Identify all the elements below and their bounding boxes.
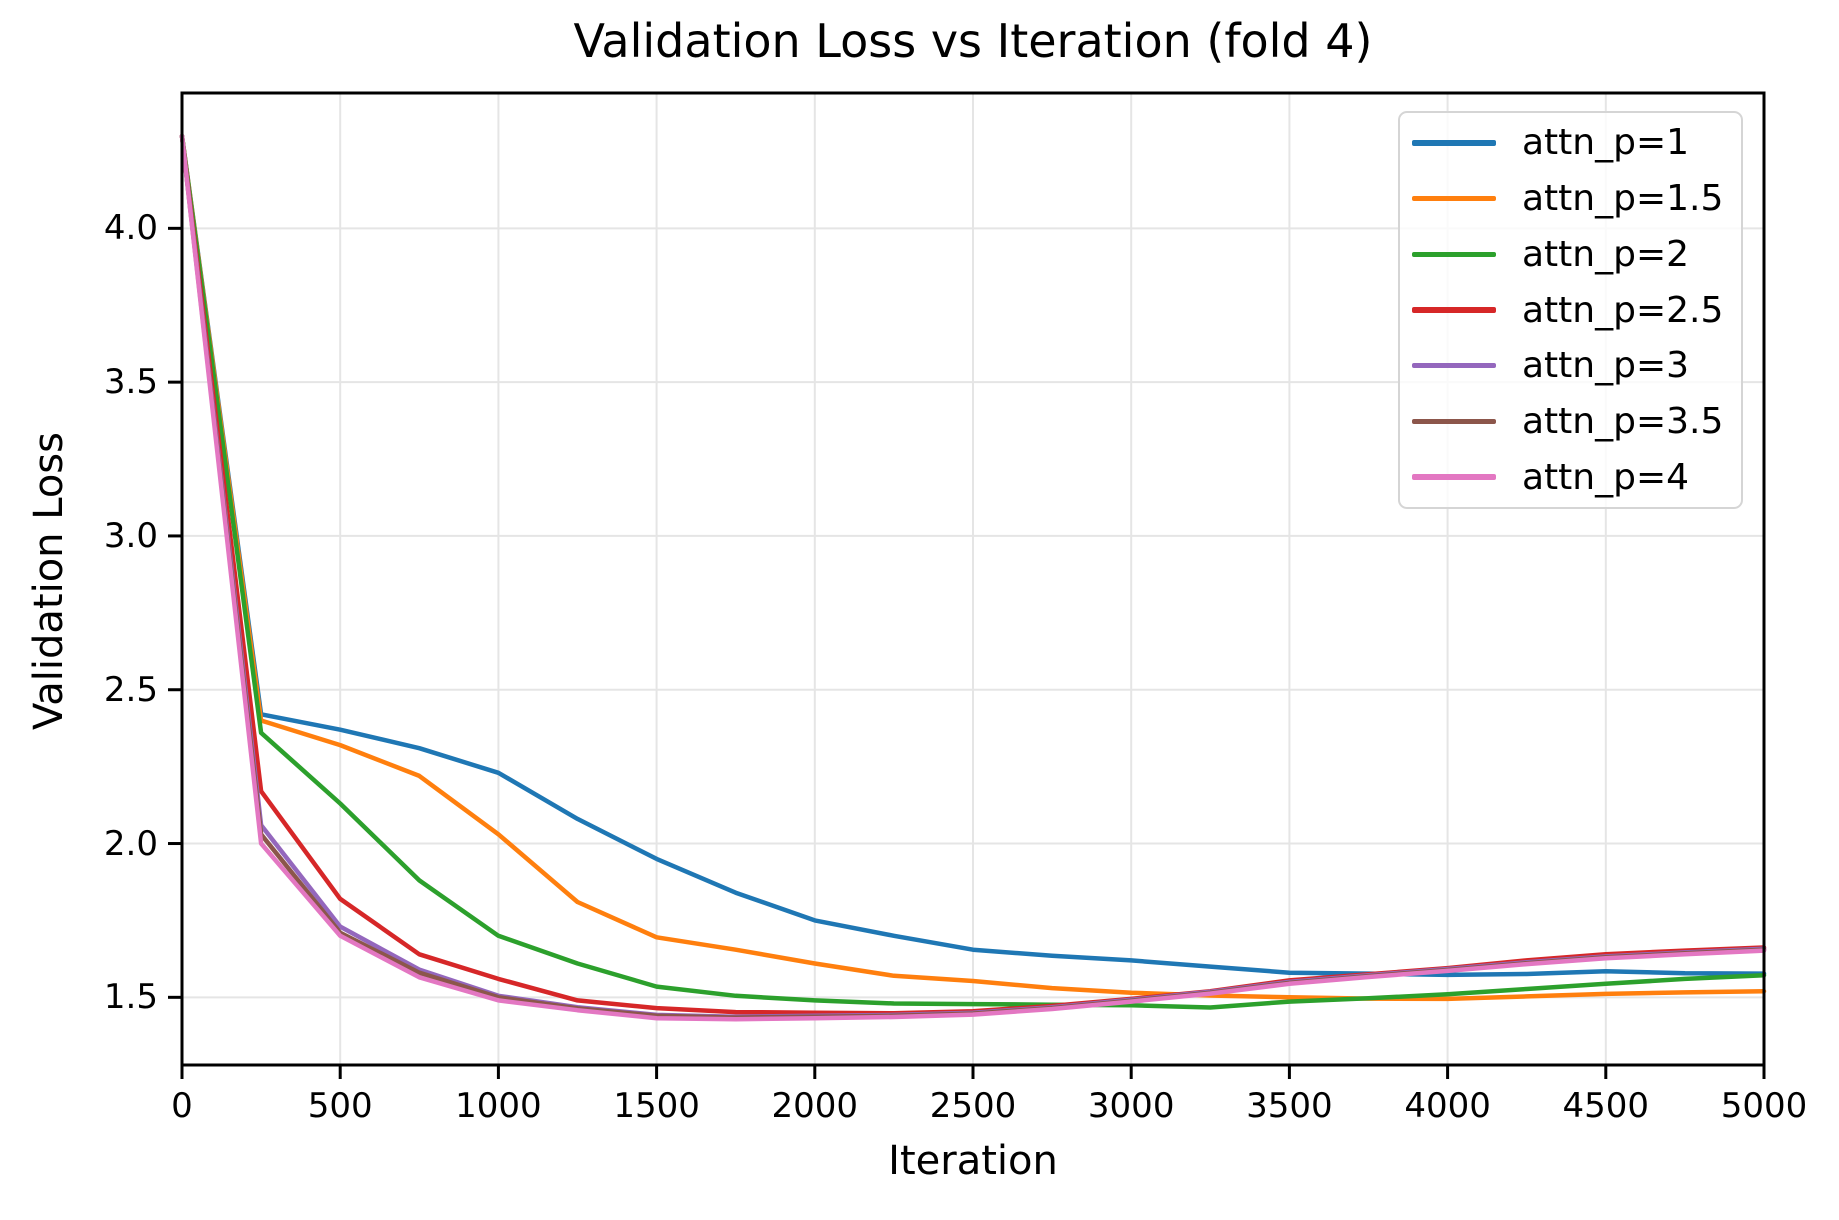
series-line-attn_p=2 <box>179 133 1767 1010</box>
y-tick-label: 3.5 <box>103 362 158 403</box>
legend-entry-attn_p=2: attn_p=2 <box>1400 226 1741 282</box>
legend-entry-attn_p=1.5: attn_p=1.5 <box>1400 171 1741 227</box>
legend-swatch-attn_p=2.5 <box>1412 307 1496 313</box>
legend-entry-attn_p=3.5: attn_p=3.5 <box>1400 394 1741 450</box>
legend-entry-attn_p=3: attn_p=3 <box>1400 338 1741 394</box>
x-tick-label: 500 <box>307 1086 373 1126</box>
legend-label: attn_p=4 <box>1522 456 1690 498</box>
x-tick-label: 2500 <box>929 1086 1017 1126</box>
legend-swatch-attn_p=4 <box>1412 474 1496 480</box>
x-tick-label: 5000 <box>1720 1086 1808 1126</box>
x-axis-label: Iteration <box>888 1138 1058 1184</box>
y-tick-label: 1.5 <box>103 977 158 1018</box>
legend-label: attn_p=2 <box>1522 233 1690 275</box>
series-line-attn_p=4 <box>179 133 1767 1022</box>
x-tick-label: 4000 <box>1404 1086 1491 1126</box>
x-tick-label: 3000 <box>1087 1086 1175 1126</box>
x-tick-label: 4500 <box>1562 1086 1650 1126</box>
legend-label: attn_p=1.5 <box>1522 178 1724 220</box>
legend-swatch-attn_p=1.5 <box>1412 195 1496 202</box>
legend-label: attn_p=2.5 <box>1522 289 1724 331</box>
legend-swatch-attn_p=3 <box>1412 362 1496 369</box>
series-line-attn_p=1 <box>179 133 1767 978</box>
legend-swatch-attn_p=1 <box>1412 140 1496 146</box>
y-tick-label: 4.0 <box>103 208 158 249</box>
y-tick-label: 3.0 <box>103 515 158 556</box>
y-tick-label: 2.0 <box>103 823 158 864</box>
legend-swatch-attn_p=3.5 <box>1412 418 1496 425</box>
x-tick-label: 2000 <box>771 1086 859 1126</box>
x-tick-label: 3500 <box>1246 1086 1333 1126</box>
legend-entry-attn_p=4: attn_p=4 <box>1400 449 1741 505</box>
legend-swatch-attn_p=2 <box>1412 251 1496 258</box>
legend-label: attn_p=3 <box>1522 345 1690 387</box>
x-tick-label: 1500 <box>613 1086 700 1126</box>
x-tick-label: 1000 <box>455 1086 542 1126</box>
legend-label: attn_p=3.5 <box>1522 400 1724 442</box>
y-tick-label: 2.5 <box>103 669 158 710</box>
chart-title: Validation Loss vs Iteration (fold 4) <box>573 14 1373 68</box>
legend-entry-attn_p=1: attn_p=1 <box>1400 115 1741 171</box>
legend-label: attn_p=1 <box>1522 122 1690 164</box>
x-tick-label: 0 <box>171 1086 193 1126</box>
legend-entry-attn_p=2.5: attn_p=2.5 <box>1400 282 1741 338</box>
series-line-attn_p=1.5 <box>179 133 1767 1002</box>
